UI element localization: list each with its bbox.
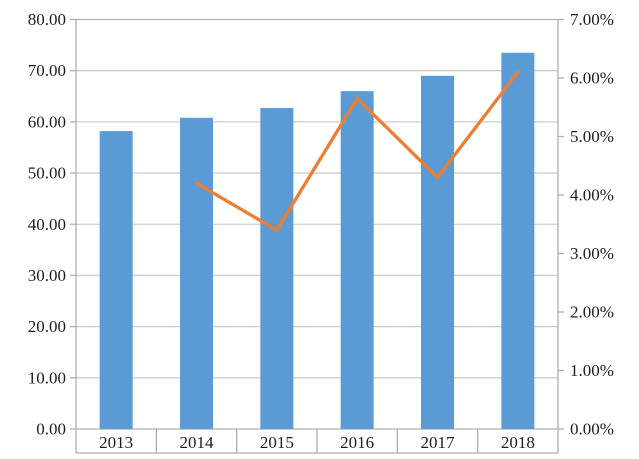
category-label: 2018 <box>501 433 535 452</box>
bar-2013 <box>99 131 133 429</box>
right-axis-label: 3.00% <box>570 244 614 263</box>
right-axis-label: 1.00% <box>570 361 614 380</box>
left-axis-label: 60.00 <box>28 112 66 131</box>
category-label: 2013 <box>99 433 133 452</box>
category-label: 2016 <box>340 433 374 452</box>
right-axis-label: 2.00% <box>570 303 614 322</box>
right-axis-label: 0.00% <box>570 420 614 439</box>
category-label: 2014 <box>180 433 215 452</box>
right-axis-label: 4.00% <box>570 186 614 205</box>
left-axis-label: 0.00 <box>36 420 66 439</box>
growth-rate-line <box>194 70 520 233</box>
left-axis-label: 50.00 <box>28 164 66 183</box>
left-axis-label: 80.00 <box>28 10 66 29</box>
right-axis-label: 5.00% <box>570 127 614 146</box>
category-label: 2015 <box>260 433 294 452</box>
bar-2016 <box>340 91 374 429</box>
bar-2014 <box>180 117 213 429</box>
left-axis-label: 20.00 <box>28 317 66 336</box>
right-axis-label: 6.00% <box>570 69 614 88</box>
left-axis-label: 70.00 <box>28 61 66 80</box>
bar-2017 <box>421 75 454 430</box>
bar-2015 <box>260 108 294 429</box>
left-axis-label: 40.00 <box>28 215 66 234</box>
left-axis-label: 10.00 <box>28 368 66 387</box>
bar-2018 <box>501 52 535 429</box>
category-label: 2017 <box>421 433 456 452</box>
right-axis-label: 7.00% <box>570 10 614 29</box>
left-axis-label: 30.00 <box>28 266 66 285</box>
